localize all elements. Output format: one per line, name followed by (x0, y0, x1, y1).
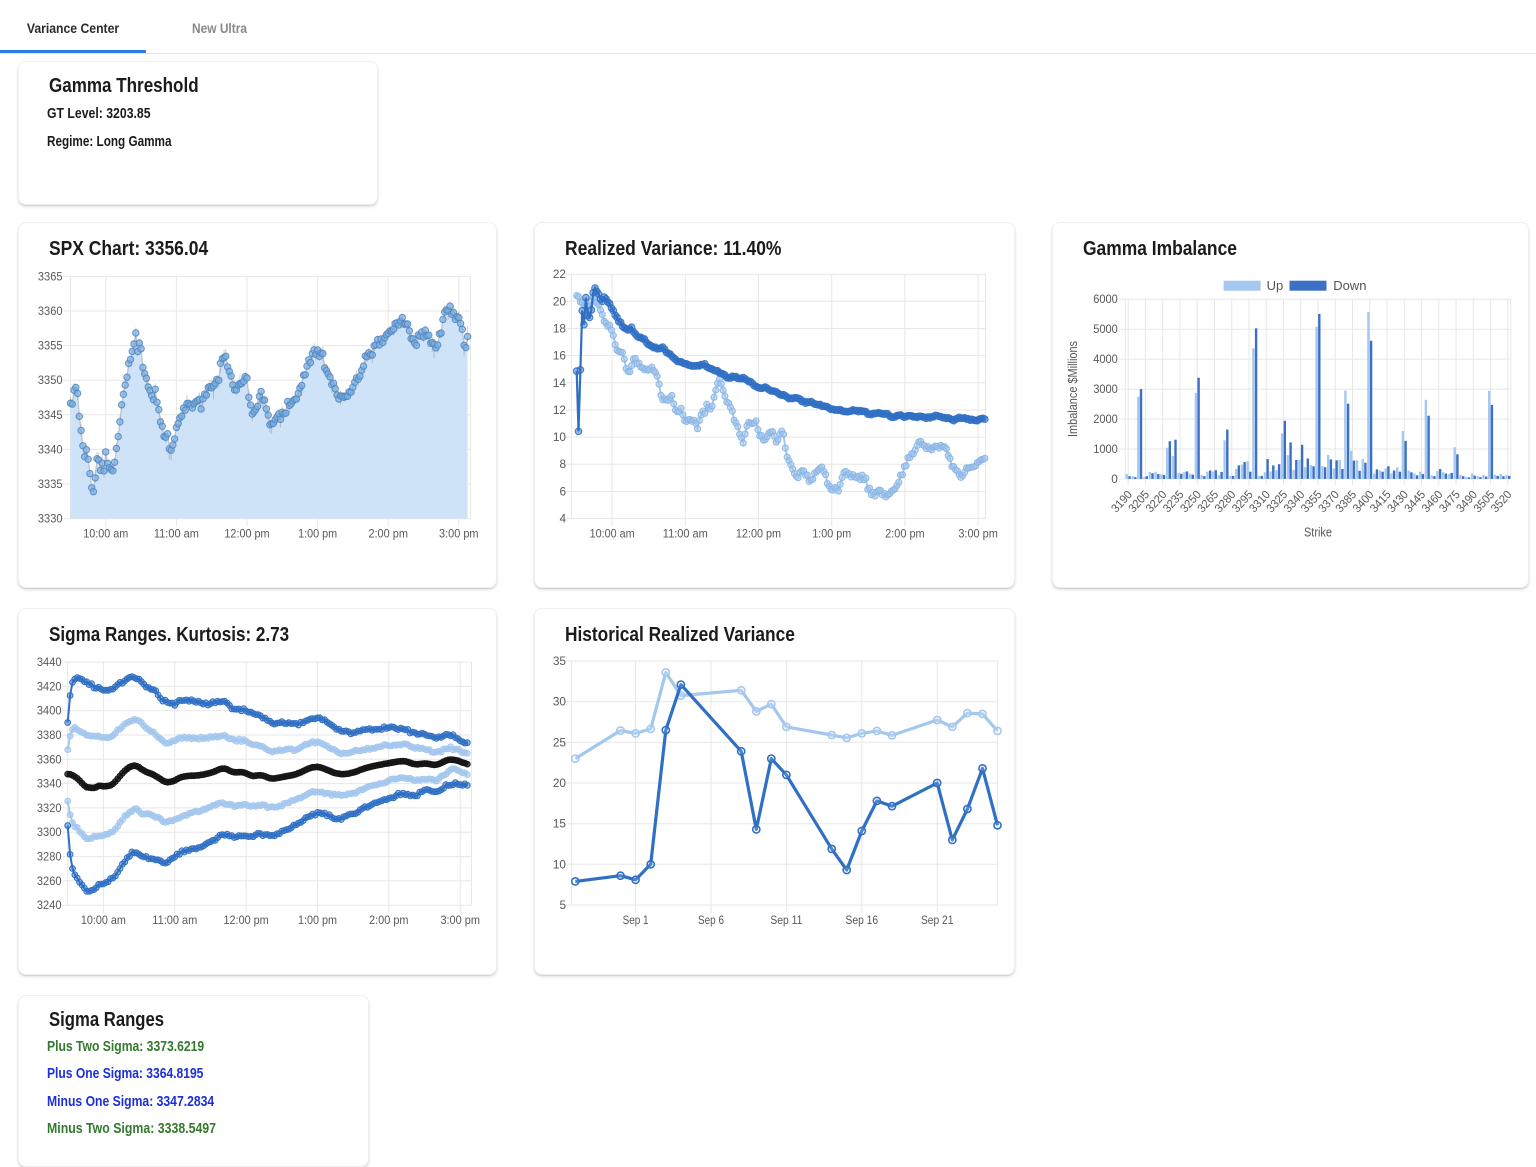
svg-text:35: 35 (553, 654, 567, 668)
svg-text:6000: 6000 (1093, 292, 1118, 306)
svg-text:2:00 pm: 2:00 pm (369, 913, 409, 927)
svg-text:12:00 pm: 12:00 pm (224, 527, 269, 541)
svg-text:1000: 1000 (1093, 442, 1118, 456)
svg-text:0: 0 (1111, 472, 1118, 486)
svg-text:30: 30 (553, 695, 567, 709)
svg-text:Sep 1: Sep 1 (623, 913, 649, 927)
svg-text:3345: 3345 (38, 408, 63, 422)
svg-text:5: 5 (559, 898, 566, 912)
svg-text:20: 20 (553, 776, 567, 790)
svg-text:1:00 pm: 1:00 pm (812, 527, 851, 541)
svg-text:3240: 3240 (37, 898, 62, 912)
svg-text:3520: 3520 (1488, 487, 1515, 515)
svg-text:3380: 3380 (37, 728, 62, 742)
svg-text:3300: 3300 (37, 825, 62, 839)
svg-text:3335: 3335 (38, 477, 63, 491)
svg-text:2:00 pm: 2:00 pm (885, 527, 925, 541)
svg-text:10:00 am: 10:00 am (590, 527, 635, 541)
svg-text:5000: 5000 (1093, 322, 1118, 336)
svg-text:3440: 3440 (37, 655, 62, 669)
svg-text:8: 8 (559, 457, 566, 471)
svg-text:3000: 3000 (1093, 382, 1118, 396)
svg-text:10: 10 (553, 857, 567, 871)
svg-text:10:00 am: 10:00 am (83, 527, 128, 541)
svg-text:11:00 am: 11:00 am (663, 527, 708, 541)
svg-text:12: 12 (553, 403, 566, 417)
svg-text:3260: 3260 (37, 874, 62, 888)
svg-text:3360: 3360 (37, 752, 62, 766)
svg-text:3360: 3360 (38, 304, 63, 318)
svg-text:11:00 am: 11:00 am (152, 913, 197, 927)
svg-text:16: 16 (553, 349, 567, 363)
svg-text:12:00 pm: 12:00 pm (224, 913, 269, 927)
svg-text:3320: 3320 (37, 801, 62, 815)
svg-text:4: 4 (559, 512, 566, 526)
svg-text:3355: 3355 (38, 339, 63, 353)
svg-text:11:00 am: 11:00 am (154, 527, 199, 541)
svg-text:3:00 pm: 3:00 pm (440, 913, 480, 927)
svg-text:12:00 pm: 12:00 pm (736, 527, 781, 541)
svg-text:3340: 3340 (37, 777, 62, 791)
svg-text:3340: 3340 (38, 442, 63, 456)
svg-text:Sep 16: Sep 16 (846, 913, 879, 927)
svg-text:18: 18 (553, 322, 567, 336)
svg-text:3:00 pm: 3:00 pm (439, 527, 479, 541)
svg-text:20: 20 (553, 294, 567, 308)
svg-text:3420: 3420 (37, 679, 62, 693)
svg-text:2000: 2000 (1093, 412, 1118, 426)
svg-text:1:00 pm: 1:00 pm (298, 913, 337, 927)
svg-text:2:00 pm: 2:00 pm (368, 527, 408, 541)
svg-text:Sep 6: Sep 6 (698, 913, 724, 927)
svg-text:Sep 21: Sep 21 (921, 913, 954, 927)
svg-text:Imbalance $Millions: Imbalance $Millions (1066, 341, 1080, 437)
svg-text:Up: Up (1267, 278, 1284, 293)
svg-text:10:00 am: 10:00 am (81, 913, 126, 927)
svg-text:4000: 4000 (1093, 352, 1118, 366)
svg-text:22: 22 (553, 267, 566, 281)
svg-text:14: 14 (553, 376, 567, 390)
svg-text:3350: 3350 (38, 373, 63, 387)
svg-text:3365: 3365 (38, 269, 63, 283)
svg-text:3400: 3400 (37, 704, 62, 718)
svg-text:Strike: Strike (1304, 526, 1332, 540)
svg-text:15: 15 (553, 817, 567, 831)
svg-text:3:00 pm: 3:00 pm (958, 527, 998, 541)
svg-text:1:00 pm: 1:00 pm (298, 527, 337, 541)
svg-text:Sep 11: Sep 11 (770, 913, 802, 927)
svg-text:Down: Down (1333, 278, 1366, 293)
svg-text:10: 10 (553, 430, 567, 444)
svg-text:3330: 3330 (38, 512, 63, 526)
svg-text:6: 6 (559, 484, 566, 498)
svg-text:3280: 3280 (37, 850, 62, 864)
svg-text:25: 25 (553, 735, 567, 749)
